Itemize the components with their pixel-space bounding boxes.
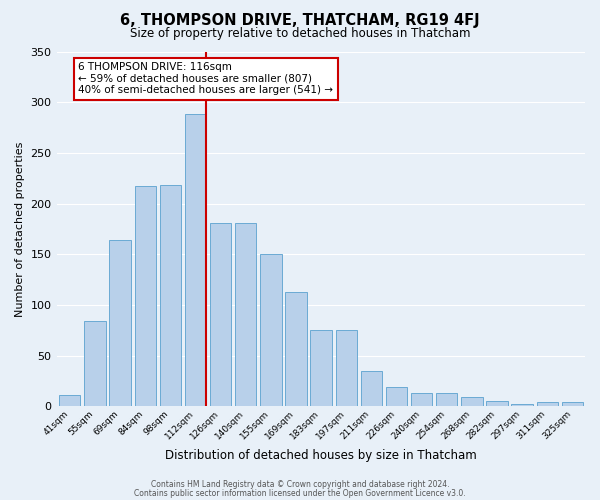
Bar <box>59 395 80 406</box>
Bar <box>260 254 281 406</box>
Bar <box>436 393 457 406</box>
Bar <box>386 387 407 406</box>
Bar <box>286 292 307 406</box>
Bar <box>210 223 231 406</box>
Bar <box>185 114 206 406</box>
Text: Contains HM Land Registry data © Crown copyright and database right 2024.: Contains HM Land Registry data © Crown c… <box>151 480 449 489</box>
Text: Contains public sector information licensed under the Open Government Licence v3: Contains public sector information licen… <box>134 489 466 498</box>
Bar <box>84 321 106 406</box>
Bar <box>109 240 131 406</box>
Bar <box>361 371 382 406</box>
Bar <box>511 404 533 406</box>
Text: 6, THOMPSON DRIVE, THATCHAM, RG19 4FJ: 6, THOMPSON DRIVE, THATCHAM, RG19 4FJ <box>120 12 480 28</box>
Bar <box>562 402 583 406</box>
Bar <box>134 186 156 406</box>
Bar <box>487 401 508 406</box>
Bar <box>411 393 433 406</box>
Bar <box>235 223 256 406</box>
Y-axis label: Number of detached properties: Number of detached properties <box>15 141 25 316</box>
X-axis label: Distribution of detached houses by size in Thatcham: Distribution of detached houses by size … <box>165 450 477 462</box>
Text: 6 THOMPSON DRIVE: 116sqm
← 59% of detached houses are smaller (807)
40% of semi-: 6 THOMPSON DRIVE: 116sqm ← 59% of detach… <box>79 62 334 96</box>
Bar <box>536 402 558 406</box>
Bar <box>461 397 482 406</box>
Bar <box>335 330 357 406</box>
Text: Size of property relative to detached houses in Thatcham: Size of property relative to detached ho… <box>130 28 470 40</box>
Bar <box>310 330 332 406</box>
Bar <box>160 186 181 406</box>
